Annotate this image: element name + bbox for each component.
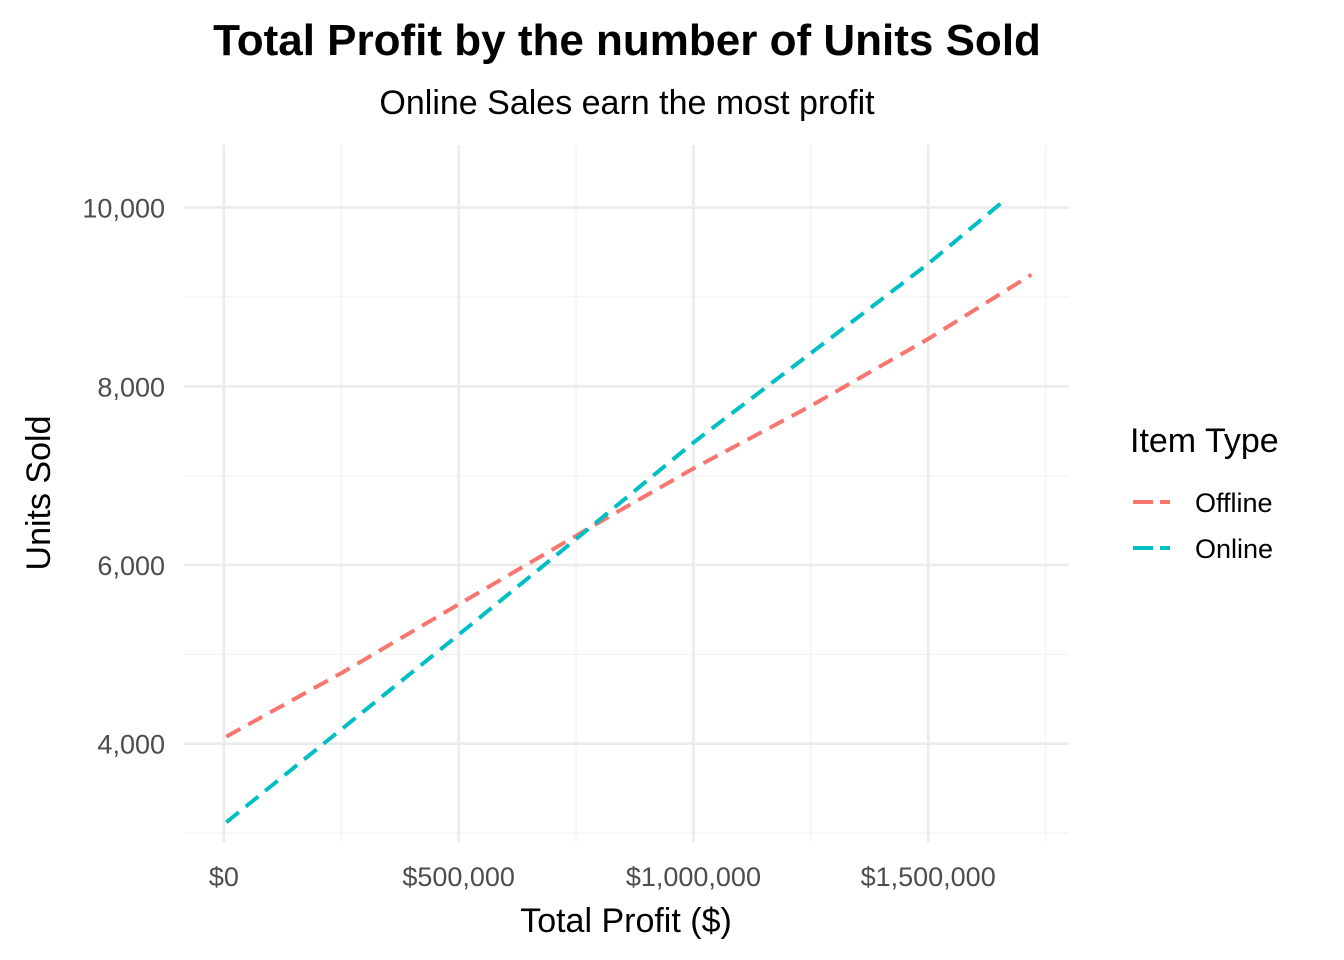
x-axis-ticks: $0 $500,000 $1,000,000 $1,500,000 [209, 862, 996, 892]
x-tick-label: $1,500,000 [861, 862, 996, 892]
y-tick-label: 6,000 [97, 551, 165, 581]
y-tick-label: 8,000 [97, 372, 165, 402]
series-layer [225, 199, 1033, 824]
x-axis-title: Total Profit ($) [520, 902, 732, 940]
y-axis-ticks: 4,000 6,000 8,000 10,000 [82, 194, 165, 760]
y-tick-label: 4,000 [97, 730, 165, 760]
grid [184, 145, 1069, 842]
x-tick-label: $1,000,000 [626, 862, 761, 892]
series-line-offline [225, 272, 1033, 739]
legend-label-offline: Offline [1195, 488, 1273, 518]
x-tick-label: $500,000 [402, 862, 515, 892]
legend: Item Type Offline Online [1130, 422, 1279, 564]
y-tick-label: 10,000 [82, 194, 165, 224]
y-axis-title: Units Sold [20, 416, 58, 571]
legend-items: Offline Online [1133, 488, 1273, 564]
series-line-online [225, 199, 1005, 824]
chart-subtitle: Online Sales earn the most profit [379, 84, 875, 122]
x-tick-label: $0 [209, 862, 239, 892]
chart-title: Total Profit by the number of Units Sold [213, 16, 1041, 65]
legend-label-online: Online [1195, 534, 1273, 564]
legend-title: Item Type [1130, 422, 1279, 460]
